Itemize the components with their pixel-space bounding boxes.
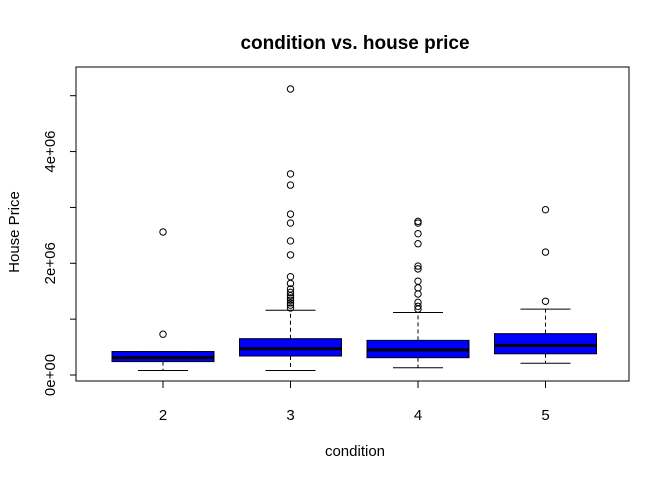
- y-axis: 0e+00 2e+06 4e+06: [42, 95, 77, 396]
- outlier-point: [286, 299, 295, 307]
- box-5: [494, 205, 597, 364]
- outlier-point: [414, 229, 422, 238]
- chart-title: condition vs. house price: [240, 33, 469, 54]
- outlier-point: [286, 294, 295, 302]
- box-4: [366, 217, 470, 369]
- outlier-point: [541, 248, 550, 256]
- outlier-point: [286, 288, 295, 297]
- outlier-point: [414, 298, 422, 307]
- boxes-group: [111, 85, 597, 372]
- outlier-point: [286, 210, 295, 218]
- outlier-point: [541, 297, 550, 305]
- outlier-point: [286, 219, 295, 227]
- outlier-point: [414, 240, 422, 248]
- outlier-point: [159, 228, 167, 236]
- outlier-point: [159, 330, 167, 338]
- box-iqr: [494, 333, 597, 355]
- outlier-point: [541, 205, 550, 214]
- outlier-point: [286, 296, 295, 304]
- x-tick-label: 2: [159, 407, 167, 424]
- outlier-point: [414, 217, 422, 226]
- outlier-point: [286, 237, 295, 245]
- x-axis-title: condition: [325, 443, 385, 460]
- x-tick-label: 5: [541, 407, 549, 424]
- y-tick-label: 0e+00: [42, 354, 59, 396]
- outlier-point: [414, 284, 422, 292]
- outlier-point: [286, 85, 295, 93]
- outlier-point: [414, 262, 422, 270]
- y-axis-title: House Price: [6, 191, 23, 273]
- outlier-point: [286, 301, 295, 309]
- x-tick-label: 4: [414, 407, 422, 424]
- outlier-point: [414, 290, 422, 298]
- y-tick-label: 2e+06: [42, 242, 59, 284]
- outlier-point: [286, 304, 295, 312]
- box-3: [239, 85, 342, 372]
- outlier-point: [286, 285, 295, 293]
- x-axis: 2 3 4 5: [159, 380, 550, 424]
- outlier-point: [286, 181, 295, 189]
- box-2: [111, 228, 215, 372]
- outlier-point: [286, 272, 295, 281]
- outlier-point: [286, 170, 295, 178]
- y-tick-label: 4e+06: [42, 130, 59, 172]
- outlier-point: [414, 302, 422, 310]
- outlier-point: [286, 251, 295, 259]
- x-tick-label: 3: [286, 407, 294, 424]
- outlier-point: [414, 277, 422, 285]
- outlier-point: [414, 265, 422, 273]
